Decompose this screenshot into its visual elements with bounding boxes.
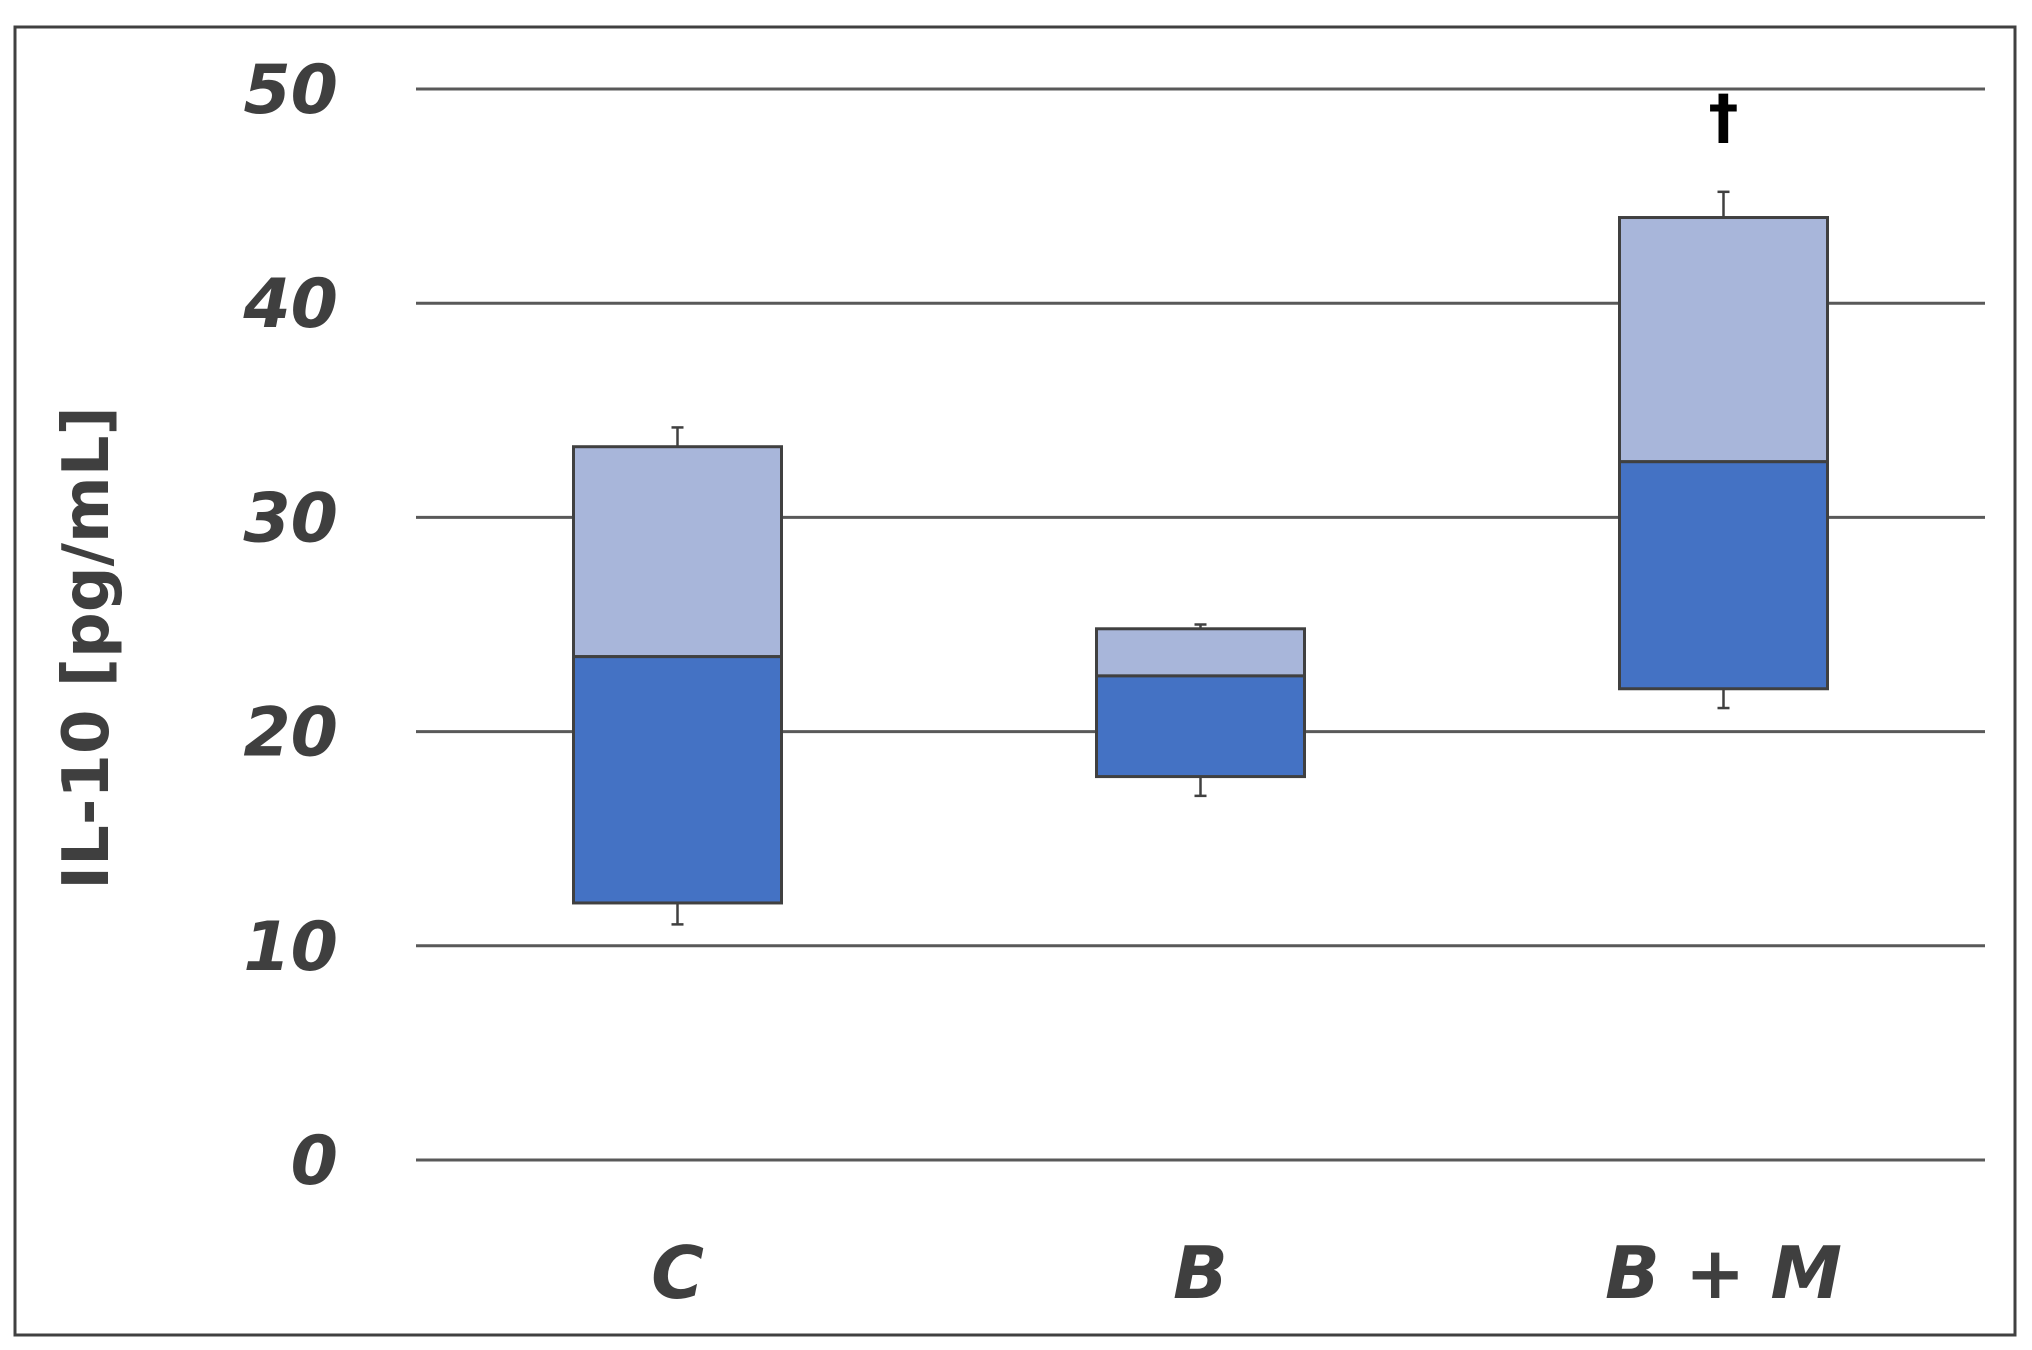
box-upper-b [1095, 627, 1306, 678]
y-tick-label-0: 0 [291, 1122, 338, 1201]
box-lower-b [1095, 674, 1306, 779]
y-tick-label-20: 20 [243, 694, 338, 773]
y-tick-label-10: 10 [243, 908, 338, 987]
category-label-c: C [651, 1231, 704, 1315]
annotations: † [1709, 82, 1739, 152]
box-lower-b-m [1618, 460, 1829, 691]
boxes [572, 190, 1829, 926]
y-tick-labels: 0 10 20 30 40 50 [242, 51, 338, 1201]
y-tick-label-30: 30 [243, 479, 338, 558]
box-upper-c [572, 445, 783, 659]
y-axis-label: IL-10 [pg/mL] [50, 406, 124, 889]
y-tick-label-50: 50 [243, 51, 338, 130]
y-tick-label-40: 40 [242, 265, 338, 344]
category-label-b-m: B + M [1605, 1231, 1842, 1315]
box-upper-b-m [1618, 216, 1829, 464]
significance-dagger: † [1709, 82, 1739, 152]
category-labels: C B B + M [651, 1231, 1842, 1315]
category-label-b: B [1173, 1231, 1228, 1315]
box-lower-c [572, 655, 783, 905]
